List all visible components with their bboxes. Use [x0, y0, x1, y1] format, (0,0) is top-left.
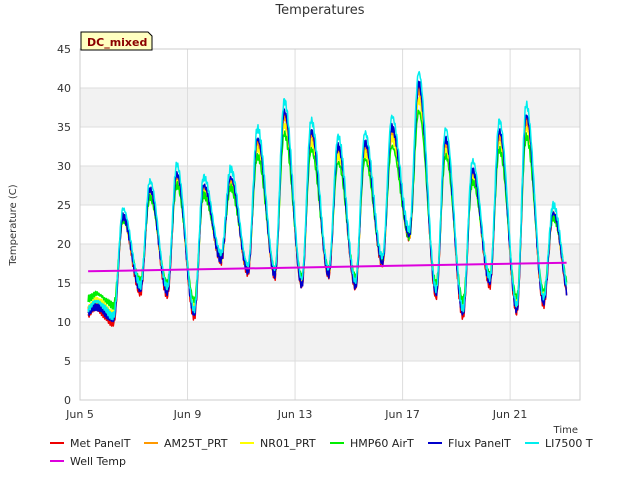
y-tick-label: 15: [57, 277, 71, 290]
legend-item: HMP60 AirT: [330, 437, 414, 450]
x-tick-label: Jun 17: [384, 408, 420, 421]
legend-label: LI7500 T: [545, 437, 593, 450]
legend-label: Well Temp: [70, 455, 126, 468]
legend: Met PanelT AM25T_PRT NR01_PRT HMP60 AirT Flu…: [50, 437, 593, 468]
legend-item: Flux PanelT: [428, 437, 511, 450]
legend-label: AM25T_PRT: [164, 437, 228, 450]
legend-label: Met PanelT: [70, 437, 131, 450]
y-axis-ticks: 0 5 10 15 20 25 30 35 40 45: [57, 43, 71, 407]
plot-background-bands: [80, 49, 580, 400]
plot-band: [80, 49, 580, 88]
y-tick-label: 5: [64, 355, 71, 368]
x-axis-ticks: Jun 5 Jun 9 Jun 13 Jun 17 Jun 21: [65, 408, 527, 421]
site-badge-text: DC_mixed: [87, 36, 147, 49]
y-tick-label: 30: [57, 160, 71, 173]
x-axis-label: Time: [553, 425, 578, 436]
x-tick-label: Jun 13: [277, 408, 313, 421]
legend-item: LI7500 T: [525, 437, 593, 450]
y-axis-label: Temperature (C): [8, 184, 19, 266]
x-tick-label: Jun 9: [173, 408, 202, 421]
legend-item: Met PanelT: [50, 437, 131, 450]
x-tick-label: Jun 5: [65, 408, 94, 421]
legend-label: HMP60 AirT: [350, 437, 414, 450]
y-tick-label: 10: [57, 316, 71, 329]
legend-item: AM25T_PRT: [144, 437, 228, 450]
site-badge: DC_mixed: [80, 31, 153, 51]
x-tick-label: Jun 21: [492, 408, 528, 421]
series-line-li7500-t: [87, 70, 568, 321]
legend-item: NR01_PRT: [240, 437, 316, 450]
y-tick-label: 45: [57, 43, 71, 56]
y-tick-label: 35: [57, 121, 71, 134]
chart-title: Temperatures: [274, 3, 364, 18]
legend-label: Flux PanelT: [448, 437, 511, 450]
legend-item: Well Temp: [50, 455, 126, 468]
plot-frame: [79, 48, 581, 401]
y-tick-label: 20: [57, 238, 71, 251]
plot-band: [80, 361, 580, 400]
series-line-well-temp: [88, 261, 567, 273]
y-tick-label: 40: [57, 82, 71, 95]
plot-band: [80, 322, 580, 361]
plot-band: [80, 283, 580, 322]
series-line-flux-panelt: [87, 80, 568, 323]
y-tick-label: 0: [64, 394, 71, 407]
y-tick-label: 25: [57, 199, 71, 212]
series-layer: [87, 70, 568, 327]
plot-band: [80, 205, 580, 244]
plot-band: [80, 88, 580, 127]
site-badge-box: [80, 31, 153, 51]
legend-label: NR01_PRT: [260, 437, 316, 450]
